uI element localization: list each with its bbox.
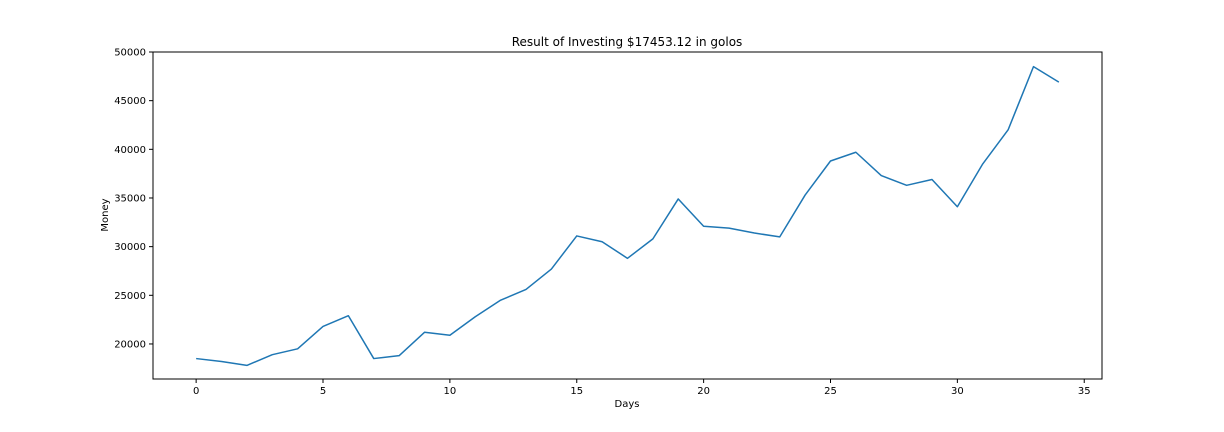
y-tick-label: 25000	[114, 291, 146, 302]
data-point	[346, 314, 350, 318]
data-point	[549, 267, 553, 271]
y-tick-label: 35000	[114, 193, 146, 204]
data-point	[245, 363, 249, 367]
y-axis-label: Money	[100, 198, 111, 231]
data-point	[803, 193, 807, 197]
data-point	[626, 256, 630, 260]
x-tick-label: 20	[697, 386, 710, 397]
data-point	[1006, 128, 1010, 132]
data-point	[600, 240, 604, 244]
series-layer	[194, 65, 1061, 367]
x-tick-label: 0	[193, 386, 199, 397]
data-point	[879, 174, 883, 178]
data-point	[1031, 65, 1035, 69]
data-point	[752, 231, 756, 235]
data-point	[397, 354, 401, 358]
data-point	[321, 324, 325, 328]
data-point	[651, 237, 655, 241]
data-point	[676, 197, 680, 201]
data-point	[423, 330, 427, 334]
chart-title: Result of Investing $17453.12 in golos	[512, 35, 743, 49]
x-tick-label: 30	[951, 386, 964, 397]
series-line	[196, 65, 1060, 367]
data-point	[372, 357, 376, 361]
data-point	[905, 183, 909, 187]
y-tick-label: 45000	[114, 96, 146, 107]
x-axis-label: Days	[615, 399, 640, 410]
y-tick-label: 30000	[114, 242, 146, 253]
data-point	[854, 150, 858, 154]
y-tick-label: 40000	[114, 145, 146, 156]
y-axis-ticks: 20000 25000 30000 35000 40000 45000 50000	[114, 48, 153, 350]
data-point	[524, 287, 528, 291]
data-point	[575, 234, 579, 238]
data-point	[220, 359, 224, 363]
data-point	[473, 315, 477, 319]
data-point	[499, 298, 503, 302]
data-point	[702, 224, 706, 228]
plot-area-frame	[152, 51, 1103, 380]
data-point	[778, 235, 782, 239]
x-tick-label: 15	[570, 386, 583, 397]
data-point	[296, 347, 300, 351]
data-point	[270, 353, 274, 357]
x-tick-label: 25	[824, 386, 837, 397]
data-point	[930, 177, 934, 181]
data-point	[1057, 80, 1061, 84]
data-point	[828, 159, 832, 163]
data-point	[727, 226, 731, 230]
y-tick-label: 50000	[114, 48, 146, 59]
x-tick-label: 5	[320, 386, 326, 397]
x-tick-label: 35	[1078, 386, 1091, 397]
y-tick-label: 20000	[114, 339, 146, 350]
x-tick-label: 10	[444, 386, 457, 397]
x-axis-ticks: 0 5 10 15 20 25 30 35	[193, 379, 1091, 397]
data-point	[981, 162, 985, 166]
data-point	[448, 333, 452, 337]
data-point	[194, 357, 198, 361]
data-point	[955, 205, 959, 209]
